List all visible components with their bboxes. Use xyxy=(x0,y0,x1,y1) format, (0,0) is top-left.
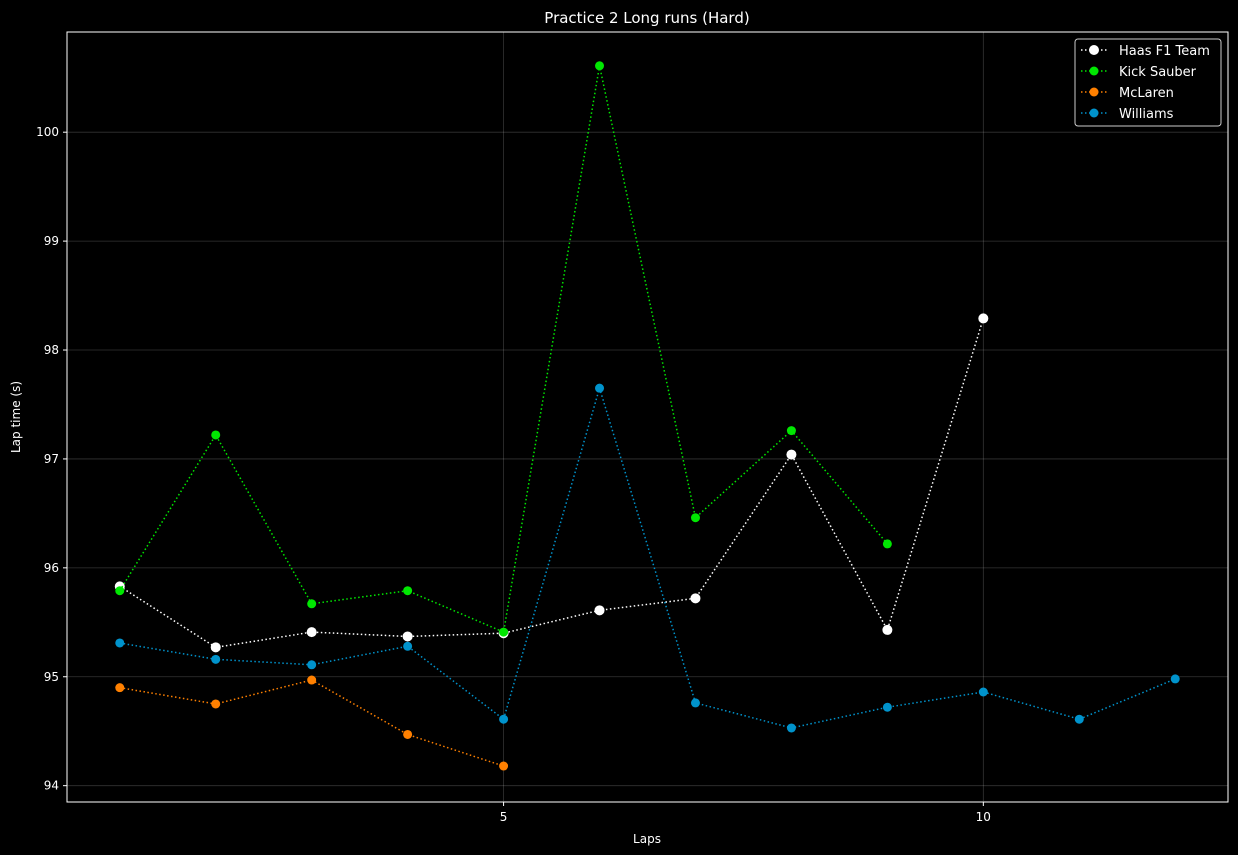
data-point xyxy=(499,714,509,724)
legend-item: Kick Sauber xyxy=(1081,65,1197,80)
y-tick-label: 100 xyxy=(36,125,59,139)
y-tick-label: 96 xyxy=(44,561,59,575)
legend-label: McLaren xyxy=(1119,86,1174,101)
data-point xyxy=(882,539,892,549)
legend-marker xyxy=(1089,45,1099,55)
data-point xyxy=(594,605,605,616)
y-axis-label: Lap time (s) xyxy=(9,381,23,453)
data-point xyxy=(307,675,317,685)
legend-item: Haas F1 Team xyxy=(1081,44,1210,59)
legend-frame xyxy=(1074,38,1222,127)
data-point xyxy=(306,627,317,638)
data-point xyxy=(210,642,221,653)
legend-marker xyxy=(1089,108,1099,118)
series-mclaren xyxy=(115,675,509,771)
data-point xyxy=(1074,714,1084,724)
data-point xyxy=(786,426,796,436)
y-tick-label: 95 xyxy=(44,670,59,684)
data-point xyxy=(978,687,988,697)
data-point xyxy=(115,586,125,596)
data-point xyxy=(595,61,605,71)
data-point xyxy=(1170,674,1180,684)
data-point xyxy=(882,624,893,635)
data-point xyxy=(595,383,605,393)
data-point xyxy=(307,660,317,670)
data-point xyxy=(882,702,892,712)
legend-label: Haas F1 Team xyxy=(1119,44,1210,59)
legend-label: Williams xyxy=(1119,107,1174,122)
data-point xyxy=(211,699,221,709)
legend-marker xyxy=(1089,66,1099,76)
data-point xyxy=(115,638,125,648)
x-tick-label: 5 xyxy=(500,810,508,824)
legend: Haas F1 Team Kick Sauber McLaren Williams xyxy=(1074,38,1222,127)
legend-label: Kick Sauber xyxy=(1119,65,1197,80)
chart-title: Practice 2 Long runs (Hard) xyxy=(544,9,749,27)
data-point xyxy=(402,631,413,642)
x-tick-label: 10 xyxy=(976,810,991,824)
series-line xyxy=(119,318,985,649)
data-point xyxy=(690,593,701,604)
series-kick-sauber xyxy=(115,61,892,637)
series-line xyxy=(119,65,888,634)
legend-item: Williams xyxy=(1081,107,1174,122)
data-point xyxy=(403,586,413,596)
data-point xyxy=(499,627,509,637)
y-tick-label: 94 xyxy=(44,779,59,793)
legend-item: McLaren xyxy=(1081,86,1174,101)
data-point xyxy=(211,654,221,664)
data-point xyxy=(786,449,797,460)
y-tick-label: 98 xyxy=(44,343,59,357)
y-tick-label: 99 xyxy=(44,234,59,248)
data-point xyxy=(403,641,413,651)
y-tick-label: 97 xyxy=(44,452,59,466)
series-layer xyxy=(114,61,1180,771)
data-point xyxy=(690,513,700,523)
plot-frame xyxy=(66,31,1229,803)
axis-ticks: 94 95 96 97 98 99 100 5 10 xyxy=(36,125,991,824)
data-point xyxy=(211,430,221,440)
data-point xyxy=(978,313,989,324)
grid xyxy=(67,32,1228,802)
data-point xyxy=(307,599,317,609)
series-williams xyxy=(115,383,1180,733)
series-line xyxy=(119,385,1176,729)
data-point xyxy=(690,698,700,708)
legend-marker xyxy=(1089,87,1099,97)
x-axis-label: Laps xyxy=(633,832,661,846)
data-point xyxy=(499,761,509,771)
data-point xyxy=(115,683,125,693)
data-point xyxy=(403,729,413,739)
data-point xyxy=(786,723,796,733)
